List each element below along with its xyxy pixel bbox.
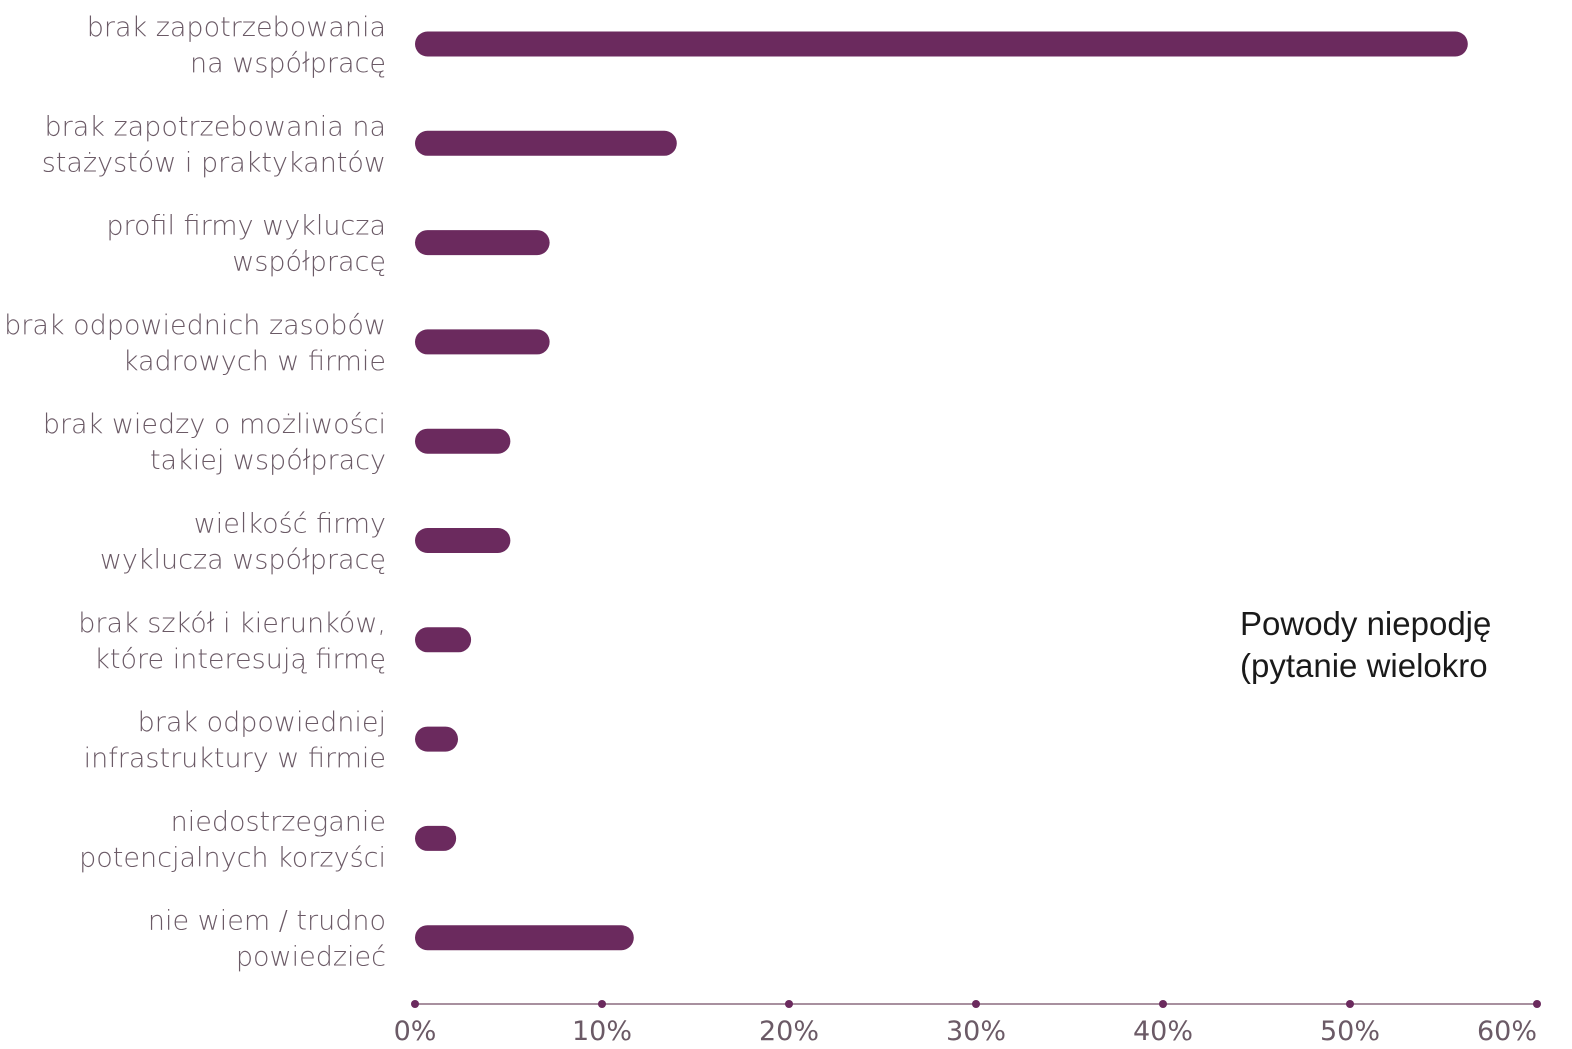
chart-annotation: Powody niepodję (pytanie wielokro [1240,603,1491,687]
category-label-2: brak zapotrzebowania na stażystów i prakt… [42,111,386,178]
x-tick-mark-2 [598,1000,606,1008]
category-labels-group: brak zapotrzebowania na współpracę brak za… [4,12,386,973]
x-tick-label-3: 20% [759,1016,819,1047]
category-label-10: nie wiem / trudno powiedzieć [148,906,386,973]
x-axis: 0% 10% 20% 30% 40% 50% 60% [394,1000,1541,1047]
x-tick-mark-7 [1533,1000,1541,1008]
bar-7 [415,627,472,653]
category-label-3: profil firmy wyklucza współpracę [106,211,386,278]
bar-8 [415,726,459,752]
bar-2 [415,130,677,156]
category-label-9: niedostrzeganie potencjalnych korzyści [79,806,386,873]
annotation-line-2: (pytanie wielokro [1240,647,1488,684]
x-tick-label-1: 0% [394,1016,437,1047]
annotation-line-1: Powody niepodję [1240,605,1492,642]
x-tick-mark-3 [785,1000,793,1008]
x-tick-label-4: 30% [946,1016,1006,1047]
bars-group [415,31,1468,951]
category-label-7: brak szkół i kierunków, które interesują … [78,608,386,675]
category-label-1: brak zapotrzebowania na współpracę [87,12,386,79]
bar-10 [415,925,634,951]
x-tick-mark-6 [1346,1000,1354,1008]
category-label-6: wielkość firmy wyklucza współpracę [100,509,386,576]
x-tick-label-2: 10% [572,1016,632,1047]
bar-4 [415,329,550,355]
x-tick-mark-5 [1159,1000,1167,1008]
bar-6 [415,528,511,553]
x-tick-label-5: 40% [1133,1016,1193,1047]
category-label-8: brak odpowiedniej infrastruktury w firmie [84,707,386,774]
bar-1 [415,31,1468,57]
category-label-5: brak wiedzy o możliwości takiej współprac… [43,409,386,476]
bar-9 [415,825,457,851]
x-tick-label-7: 60% [1477,1016,1537,1047]
category-label-4: brak odpowiednich zasobów kadrowych w fir… [4,310,386,377]
bar-5 [415,428,511,454]
bar-3 [415,230,550,256]
x-tick-mark-1 [411,1000,419,1008]
x-tick-label-6: 50% [1320,1016,1380,1047]
x-tick-mark-4 [972,1000,980,1008]
